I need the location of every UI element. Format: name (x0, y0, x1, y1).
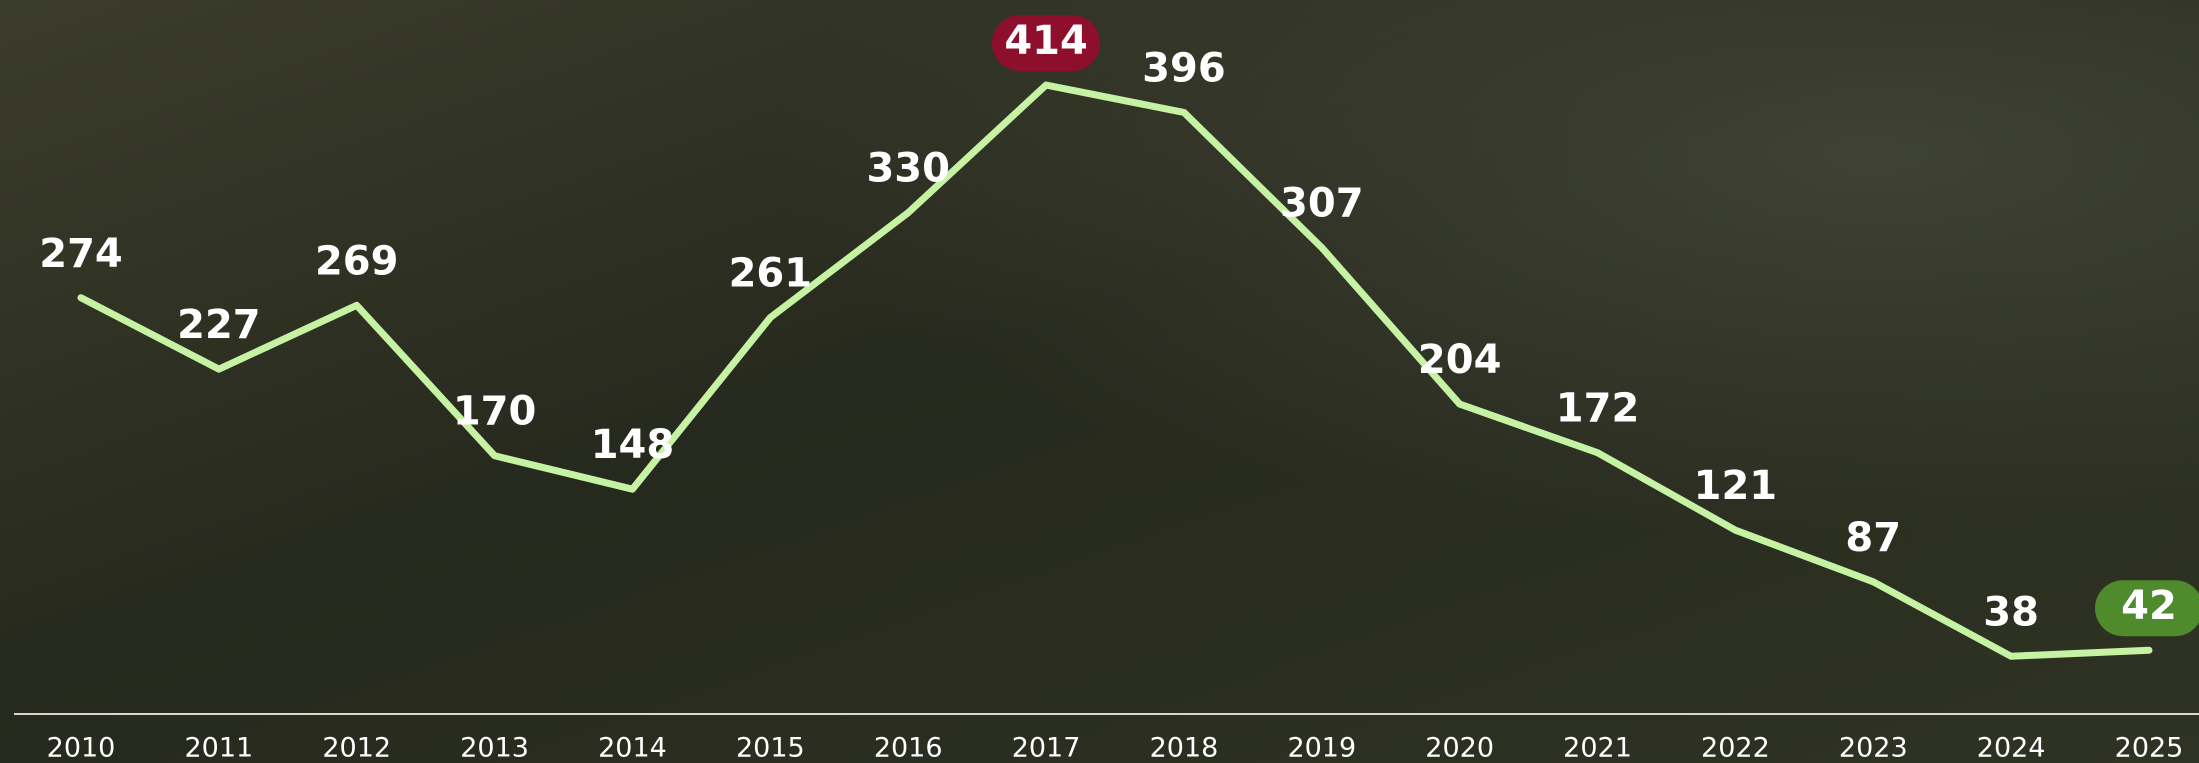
data-label: 87 (1845, 515, 1901, 561)
data-label: 121 (1694, 463, 1778, 509)
data-label: 42 (2121, 583, 2177, 629)
x-tick-label: 2023 (1839, 733, 1908, 763)
data-label: 261 (729, 251, 813, 297)
data-label: 330 (866, 146, 950, 192)
x-tick-label: 2011 (185, 733, 254, 763)
data-label: 414 (1004, 18, 1088, 64)
x-tick-label: 2025 (2115, 733, 2184, 763)
background-glow (0, 0, 2199, 763)
x-tick-label: 2024 (1977, 733, 2046, 763)
data-label: 227 (177, 302, 261, 348)
x-tick-label: 2012 (322, 733, 391, 763)
x-tick-label: 2022 (1701, 733, 1770, 763)
x-tick-label: 2019 (1287, 733, 1356, 763)
data-label: 396 (1142, 45, 1226, 91)
data-label: 172 (1556, 386, 1640, 432)
x-tick-label: 2013 (460, 733, 529, 763)
x-tick-label: 2010 (47, 733, 116, 763)
data-label: 148 (591, 422, 675, 468)
data-label: 170 (453, 389, 537, 435)
x-tick-label: 2020 (1425, 733, 1494, 763)
data-label: 274 (39, 231, 123, 277)
data-label: 269 (315, 238, 399, 284)
x-tick-label: 2021 (1563, 733, 1632, 763)
data-label: 38 (1983, 589, 2039, 635)
x-tick-label: 2016 (874, 733, 943, 763)
data-label: 307 (1280, 181, 1364, 227)
x-tick-label: 2015 (736, 733, 805, 763)
data-label: 204 (1418, 337, 1502, 383)
x-tick-label: 2017 (1012, 733, 1081, 763)
x-tick-label: 2014 (598, 733, 667, 763)
chart: 2010 2011 2012 2013 2014 2015 2016 2017 2018 2019… (0, 0, 2199, 763)
page: {"chart_data": {"type": "line", "categor… (0, 0, 2199, 763)
x-tick-label: 2018 (1150, 733, 1219, 763)
